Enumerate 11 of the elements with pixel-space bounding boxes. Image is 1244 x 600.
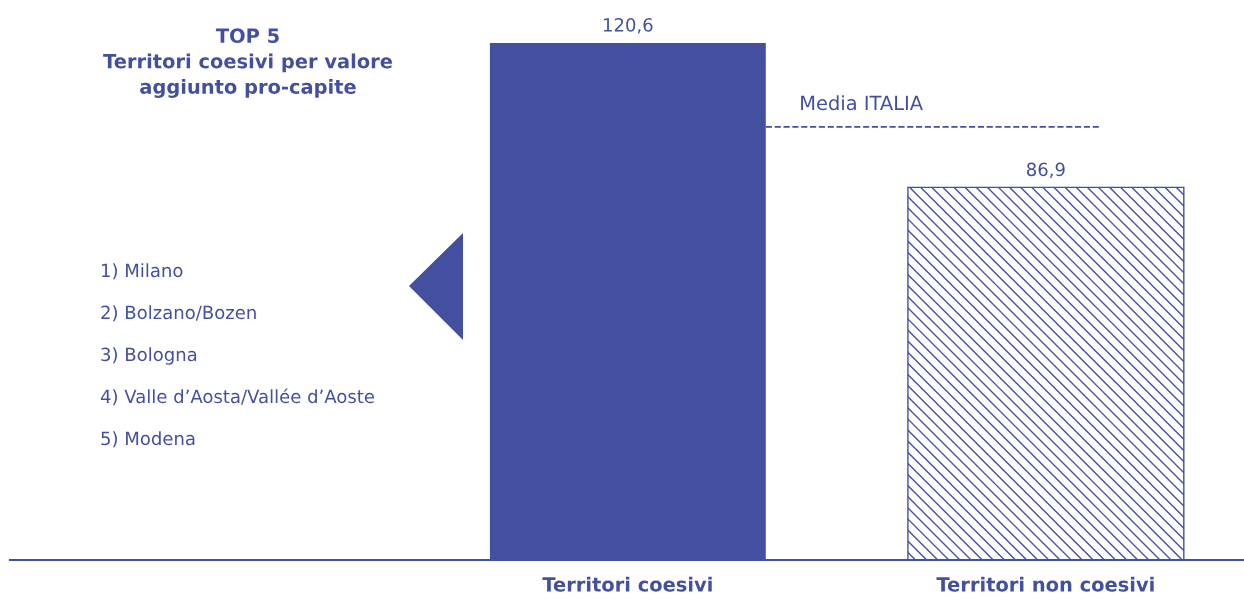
x-tick-label: Territori non coesivi [936, 576, 1154, 592]
data-label: 86,9 [1026, 162, 1065, 178]
ref-line-label: Media ITALIA [801, 95, 923, 111]
text: 2) Bolzano/Bozen [101, 305, 256, 322]
text: 3) Bologna [101, 347, 197, 365]
text: TOP 5 Territori coesivi per valore aggiunto pro-capite [103, 28, 392, 98]
x-tick-label: Territori coesivi [542, 576, 712, 592]
text: 5) Modena [101, 431, 195, 448]
text: 4) Valle d’Aosta/Vallée d’Aoste [100, 388, 375, 406]
text: 1) Milano [101, 263, 183, 280]
data-label: 120,6 [603, 18, 653, 34]
